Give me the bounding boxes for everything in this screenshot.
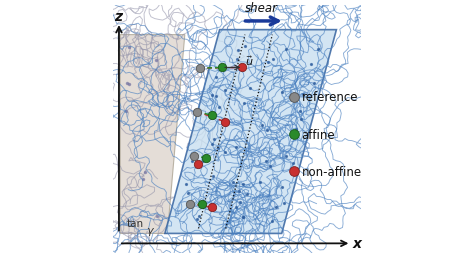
Text: x: x — [353, 236, 362, 250]
Polygon shape — [165, 30, 337, 233]
Text: $\vec{u}$: $\vec{u}$ — [245, 54, 254, 68]
Text: reference: reference — [301, 91, 358, 104]
Text: affine: affine — [301, 128, 335, 141]
Text: non-affine: non-affine — [301, 165, 362, 178]
Text: shear: shear — [245, 2, 278, 15]
Text: tan: tan — [127, 218, 144, 228]
Text: z: z — [114, 10, 122, 24]
Polygon shape — [120, 36, 185, 233]
Text: γ: γ — [146, 226, 153, 235]
